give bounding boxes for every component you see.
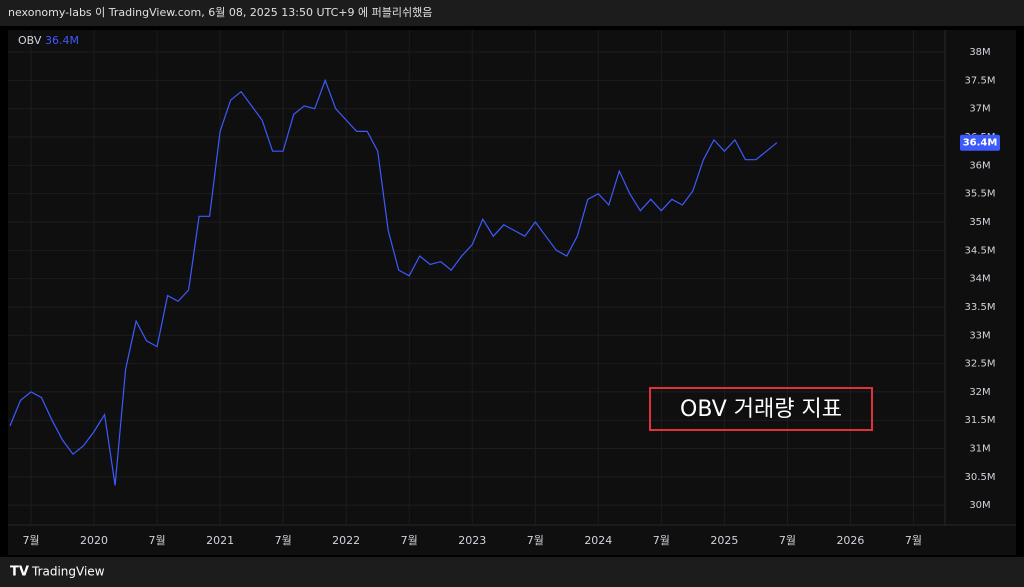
publisher-line: nexonomy-labs 이 TradingView.com, 6월 08, … <box>8 6 432 19</box>
last-value-badge <box>960 134 1000 151</box>
x-tick-label: 7월 <box>653 534 670 547</box>
grid: 30M 30.5M 31M 31.5M 32M 32.5M 33M 33.5M 34M 34.5M… <box>8 30 1016 547</box>
y-tick-label: 32M <box>969 387 990 398</box>
x-tick-label: 2022 <box>332 534 360 547</box>
brand: TradingView <box>31 565 105 579</box>
obv-line <box>9 78 778 486</box>
y-tick-label: 31M <box>969 444 990 455</box>
brand-logo: TV <box>10 565 29 580</box>
legend-name: OBV <box>18 34 42 47</box>
y-tick-label: 37.5M <box>965 75 996 86</box>
x-tick-label: 7월 <box>149 534 166 547</box>
plot-background <box>8 30 1016 555</box>
x-tick-label: 2026 <box>836 534 864 547</box>
y-tick-label: 34M <box>969 274 990 285</box>
x-tick-label: 7월 <box>779 534 796 547</box>
x-tick-label: 2020 <box>80 534 108 547</box>
y-tick-label: 31.5M <box>965 415 996 426</box>
y-tick-label: 34.5M <box>965 245 996 256</box>
x-tick-label: 2025 <box>710 534 738 547</box>
x-tick-label: 7월 <box>527 534 544 547</box>
y-tick-label: 37M <box>969 104 990 115</box>
footer-bar <box>0 557 1024 587</box>
x-tick-label: 2021 <box>206 534 234 547</box>
x-tick-label: 2024 <box>584 534 612 547</box>
plot: 36.4M <box>9 78 1000 486</box>
header-bar <box>0 0 1024 26</box>
x-tick-label: 7월 <box>275 534 292 547</box>
annotation-box <box>649 387 873 431</box>
y-tick-label: 38M <box>969 47 990 58</box>
x-tick-label: 2023 <box>458 534 486 547</box>
legend-value: 36.4M <box>45 34 79 47</box>
y-tick-label: 35M <box>969 217 990 228</box>
x-tick-label: 7월 <box>905 534 922 547</box>
y-tick-label: 35.5M <box>965 189 996 200</box>
annotation: OBV 거래량 지표 <box>680 397 842 422</box>
y-tick-label: 30.5M <box>965 472 996 483</box>
y-tick-label: 33M <box>969 330 990 341</box>
x-tick-label: 7월 <box>22 534 39 547</box>
last-value-label: 36.4M <box>963 138 998 149</box>
y-tick-label: 33.5M <box>965 302 996 313</box>
y-tick-label: 30M <box>969 500 990 511</box>
y-tick-label: 32.5M <box>965 359 996 370</box>
x-tick-label: 7월 <box>401 534 418 547</box>
y-tick-label: 36M <box>969 160 990 171</box>
